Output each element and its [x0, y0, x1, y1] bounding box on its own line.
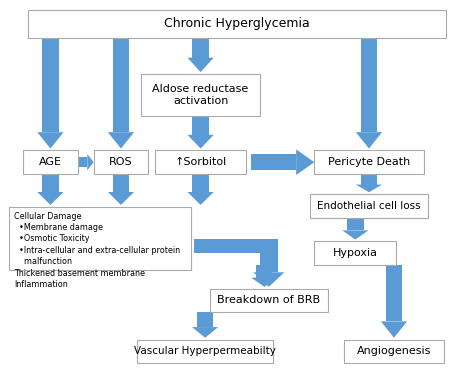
Polygon shape: [342, 230, 368, 240]
FancyBboxPatch shape: [344, 340, 444, 363]
FancyBboxPatch shape: [137, 340, 273, 363]
Polygon shape: [42, 38, 59, 132]
Polygon shape: [361, 38, 377, 132]
Polygon shape: [113, 38, 129, 132]
FancyBboxPatch shape: [314, 241, 396, 265]
FancyBboxPatch shape: [9, 207, 191, 271]
FancyBboxPatch shape: [94, 150, 148, 174]
Polygon shape: [256, 265, 273, 278]
Text: Vascular Hyperpermeabilty: Vascular Hyperpermeabilty: [134, 346, 276, 356]
Polygon shape: [197, 312, 213, 327]
Polygon shape: [251, 278, 277, 287]
Polygon shape: [356, 185, 382, 192]
Polygon shape: [108, 132, 134, 149]
Polygon shape: [108, 192, 134, 205]
Text: Aldose reductase
activation: Aldose reductase activation: [153, 83, 249, 106]
Polygon shape: [254, 272, 284, 287]
FancyBboxPatch shape: [23, 150, 78, 174]
Polygon shape: [37, 132, 64, 149]
Polygon shape: [188, 192, 214, 205]
Text: ↑Sorbitol: ↑Sorbitol: [174, 157, 227, 167]
FancyBboxPatch shape: [155, 150, 246, 174]
Polygon shape: [78, 157, 87, 167]
Polygon shape: [192, 327, 218, 338]
Polygon shape: [192, 116, 209, 135]
Text: Hypoxia: Hypoxia: [333, 248, 378, 258]
Polygon shape: [361, 174, 377, 185]
Text: Endothelial cell loss: Endothelial cell loss: [317, 201, 421, 211]
FancyBboxPatch shape: [27, 10, 447, 38]
Polygon shape: [251, 154, 296, 170]
FancyBboxPatch shape: [310, 194, 428, 218]
Polygon shape: [37, 192, 64, 205]
Polygon shape: [188, 135, 214, 149]
Polygon shape: [42, 174, 59, 192]
Polygon shape: [192, 38, 209, 58]
Polygon shape: [356, 132, 382, 149]
Text: Breakdown of BRB: Breakdown of BRB: [217, 296, 320, 305]
Polygon shape: [347, 218, 364, 230]
Polygon shape: [194, 239, 278, 253]
Polygon shape: [296, 149, 314, 175]
Polygon shape: [87, 154, 94, 171]
FancyBboxPatch shape: [314, 150, 424, 174]
Polygon shape: [188, 58, 214, 72]
FancyBboxPatch shape: [141, 74, 260, 116]
FancyBboxPatch shape: [210, 289, 328, 312]
Polygon shape: [192, 174, 209, 192]
Polygon shape: [386, 265, 402, 321]
Polygon shape: [260, 253, 278, 272]
Text: Cellular Damage
  •Membrane damage
  •Osmotic Toxicity
  •Intra-cellular and ext: Cellular Damage •Membrane damage •Osmoti…: [14, 211, 180, 289]
Text: Angiogenesis: Angiogenesis: [357, 346, 431, 356]
Polygon shape: [113, 174, 129, 192]
Text: Chronic Hyperglycemia: Chronic Hyperglycemia: [164, 17, 310, 30]
Text: Pericyte Death: Pericyte Death: [328, 157, 410, 167]
Polygon shape: [381, 321, 407, 338]
Text: ROS: ROS: [109, 157, 133, 167]
Text: AGE: AGE: [39, 157, 62, 167]
